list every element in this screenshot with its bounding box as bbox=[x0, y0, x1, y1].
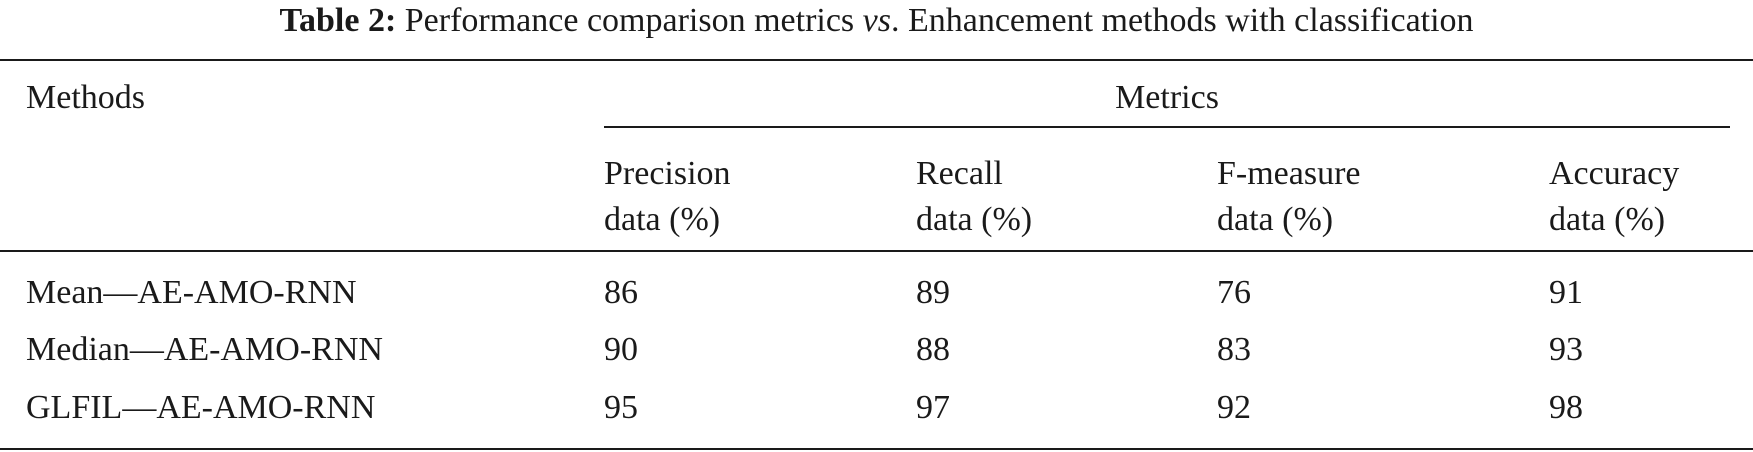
accuracy-header-line2: data (%) bbox=[1549, 201, 1666, 238]
table-top-rule bbox=[0, 59, 1753, 61]
caption-text-before: Performance comparison metrics bbox=[404, 2, 863, 39]
table-cell-recall: 88 bbox=[916, 331, 950, 368]
recall-header-line1: Recall bbox=[916, 155, 1003, 192]
accuracy-header: Accuracy data (%) bbox=[1549, 151, 1679, 243]
table-caption: Table 2: Performance comparison metrics … bbox=[0, 0, 1753, 54]
header-bottom-rule bbox=[0, 250, 1753, 252]
metrics-header: Metrics bbox=[1115, 79, 1219, 116]
recall-header: Recall data (%) bbox=[916, 151, 1032, 243]
methods-header: Methods bbox=[26, 79, 145, 116]
table-cell-precision: 95 bbox=[604, 389, 638, 426]
recall-header-line2: data (%) bbox=[916, 201, 1033, 238]
table-cell-precision: 90 bbox=[604, 331, 638, 368]
table-cell-f-measure: 76 bbox=[1217, 274, 1251, 311]
table-cell-f-measure: 83 bbox=[1217, 331, 1251, 368]
metrics-header-rule bbox=[604, 126, 1730, 128]
precision-header-line2: data (%) bbox=[604, 201, 721, 238]
table-cell-f-measure: 92 bbox=[1217, 389, 1251, 426]
table-cell-precision: 86 bbox=[604, 274, 638, 311]
accuracy-header-line1: Accuracy bbox=[1549, 155, 1680, 192]
caption-text-italic: vs bbox=[862, 2, 891, 39]
table-cell-accuracy: 98 bbox=[1549, 389, 1583, 426]
f-measure-header-line2: data (%) bbox=[1217, 201, 1334, 238]
precision-header: Precision data (%) bbox=[604, 151, 731, 243]
table-bottom-rule bbox=[0, 448, 1753, 450]
table-row-method: Mean—AE-AMO-RNN bbox=[26, 274, 357, 311]
table-cell-accuracy: 91 bbox=[1549, 274, 1583, 311]
table-row-method: Median—AE-AMO-RNN bbox=[26, 331, 383, 368]
f-measure-header: F-measure data (%) bbox=[1217, 151, 1361, 243]
precision-header-line1: Precision bbox=[604, 155, 731, 192]
table-cell-recall: 89 bbox=[916, 274, 950, 311]
table-cell-accuracy: 93 bbox=[1549, 331, 1583, 368]
table-cell-recall: 97 bbox=[916, 389, 950, 426]
caption-label: Table 2: bbox=[279, 2, 397, 39]
f-measure-header-line1: F-measure bbox=[1217, 155, 1361, 192]
table-row-method: GLFIL—AE-AMO-RNN bbox=[26, 389, 376, 426]
caption-text-after: . Enhancement methods with classificatio… bbox=[890, 2, 1474, 39]
